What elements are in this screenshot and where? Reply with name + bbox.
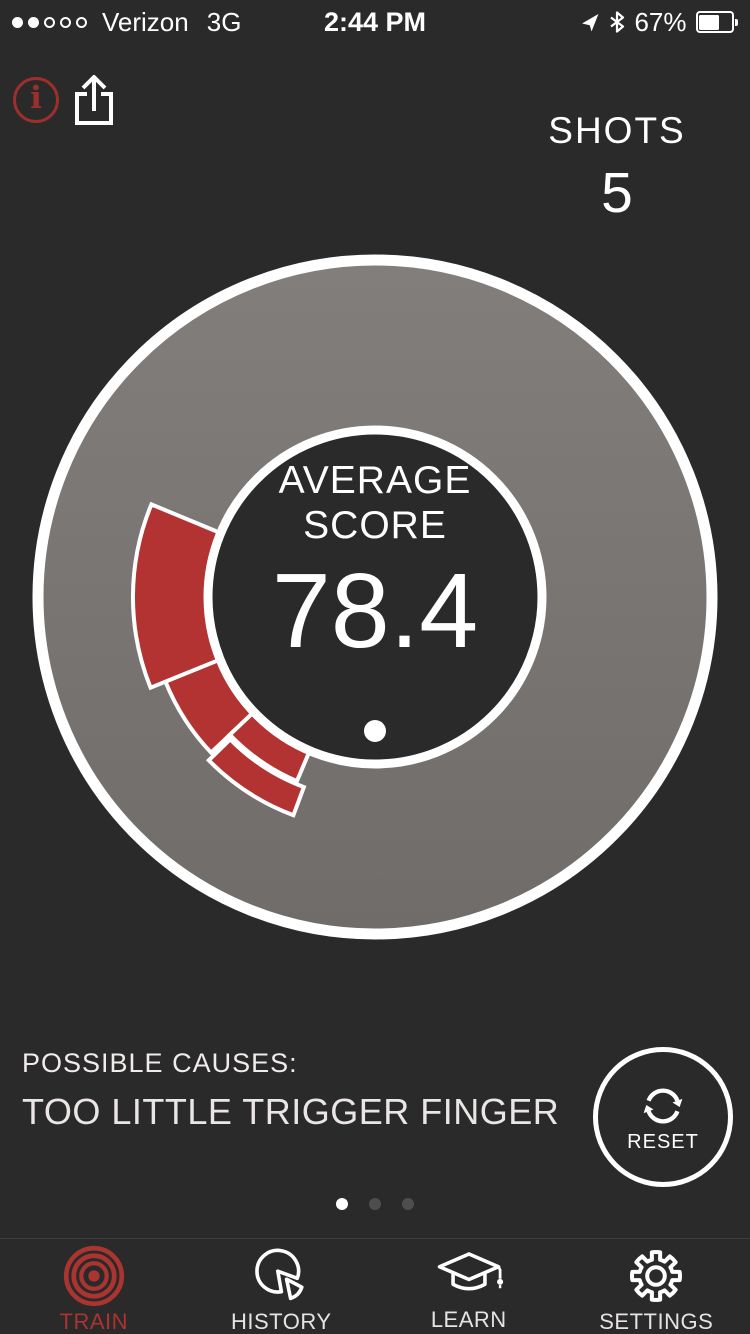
- battery-fill: [699, 14, 720, 30]
- battery-icon: [695, 11, 738, 33]
- reset-button[interactable]: RESET: [593, 1047, 733, 1187]
- carrier-label: Verizon: [102, 6, 189, 37]
- shots-value: 5: [601, 161, 633, 225]
- info-button[interactable]: i: [13, 77, 59, 123]
- status-left: Verizon 3G: [12, 7, 241, 38]
- score-gauge: [32, 254, 718, 940]
- tab-bar: TRAIN HISTORY LEARN: [0, 1238, 750, 1334]
- status-bar: Verizon 3G 2:44 PM 67%: [0, 0, 750, 44]
- gauge-indicator-dot: [364, 720, 386, 742]
- refresh-icon: [643, 1088, 683, 1124]
- status-right: 67%: [581, 7, 738, 38]
- tab-train[interactable]: TRAIN: [0, 1239, 188, 1334]
- shot-direction-segment: [205, 736, 307, 818]
- battery-percent-label: 67%: [634, 6, 687, 37]
- bluetooth-icon: [610, 11, 625, 33]
- shots-label: SHOTS: [548, 110, 686, 151]
- page-indicator[interactable]: [0, 1198, 750, 1210]
- share-button[interactable]: [70, 72, 118, 128]
- possible-causes-label: POSSIBLE CAUSES:: [22, 1048, 298, 1078]
- location-arrow-icon: [582, 13, 599, 31]
- tab-learn-label: LEARN: [430, 1307, 507, 1332]
- shots-counter: SHOTS 5: [532, 110, 702, 226]
- signal-strength-icon: [12, 16, 92, 28]
- possible-causes: POSSIBLE CAUSES: TOO LITTLE TRIGGER FING…: [22, 1048, 559, 1133]
- graduation-cap-icon: [429, 1244, 509, 1306]
- tab-history-label: HISTORY: [231, 1309, 332, 1334]
- tab-learn[interactable]: LEARN: [375, 1239, 563, 1334]
- tab-settings-label: SETTINGS: [599, 1309, 714, 1334]
- target-icon: [61, 1244, 127, 1308]
- gauge-inner-circle: [203, 425, 547, 769]
- tab-history[interactable]: HISTORY: [188, 1239, 376, 1334]
- tab-settings[interactable]: SETTINGS: [563, 1239, 750, 1334]
- info-icon: i: [30, 80, 42, 116]
- gear-icon: [624, 1244, 688, 1308]
- network-type-label: 3G: [206, 6, 242, 37]
- page-dot[interactable]: [336, 1198, 348, 1210]
- cause-text: TOO LITTLE TRIGGER FINGER: [22, 1091, 560, 1132]
- pie-chart-icon: [249, 1244, 313, 1308]
- page-dot[interactable]: [402, 1198, 414, 1210]
- reset-label: RESET: [627, 1131, 699, 1153]
- tab-train-label: TRAIN: [59, 1309, 128, 1334]
- page-dot[interactable]: [369, 1198, 381, 1210]
- status-time: 2:44 PM: [323, 6, 427, 37]
- share-icon: [75, 75, 113, 125]
